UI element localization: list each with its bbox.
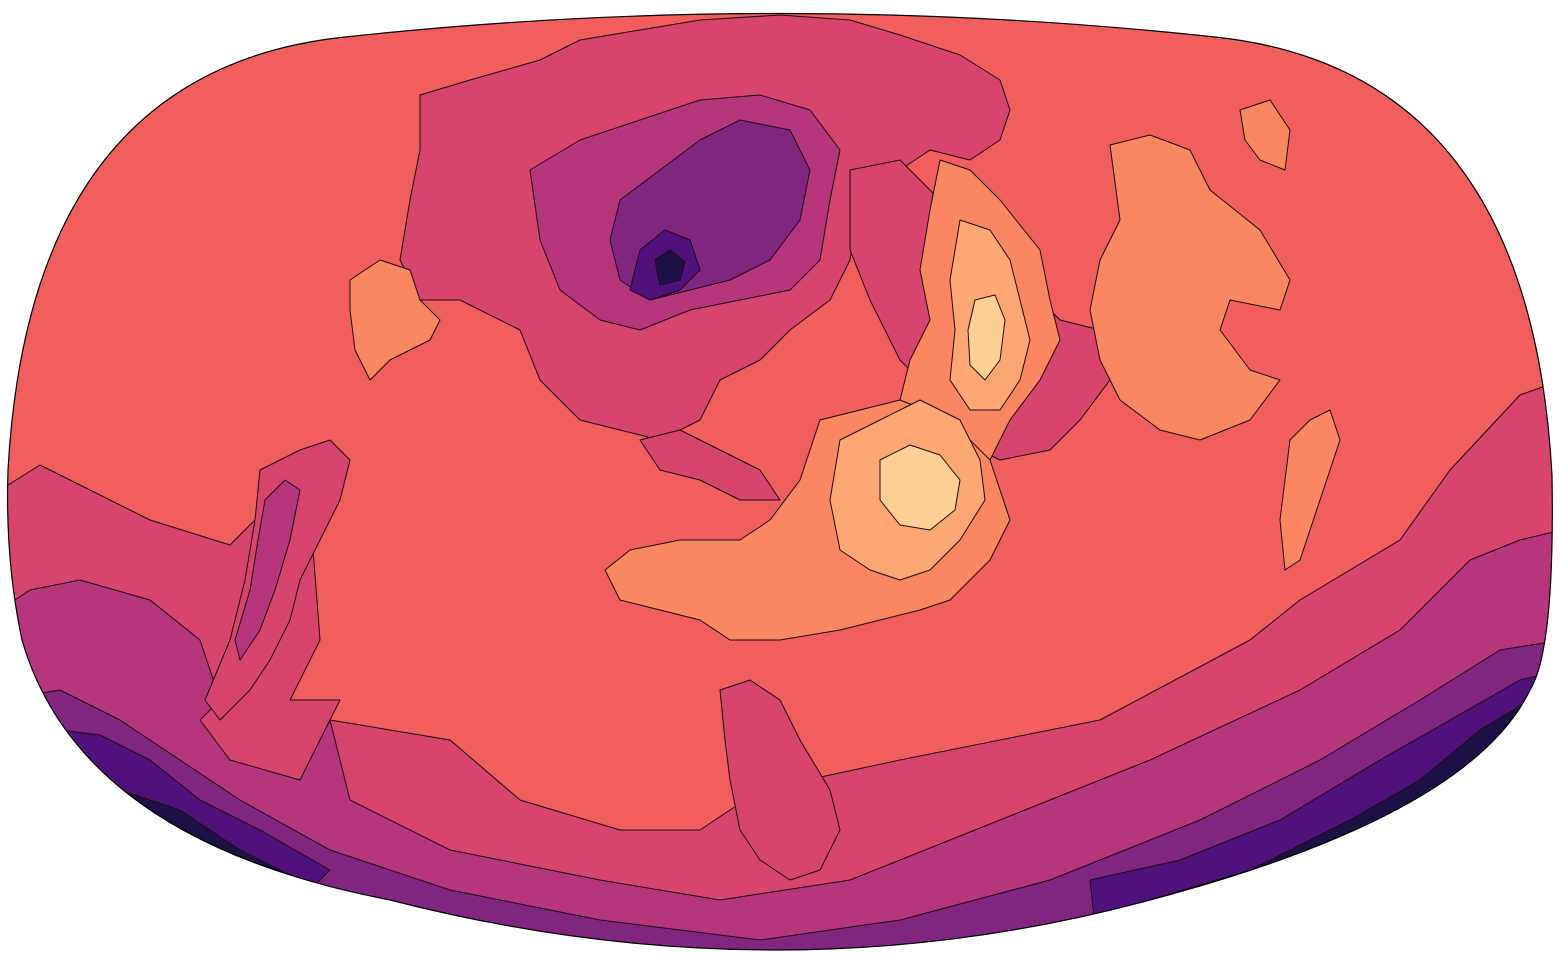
contour-band-level-5-central-america — [639, 429, 781, 501]
contour-band-level-7-east-strip — [1239, 99, 1291, 171]
contour-band-level-5-south-peninsula — [719, 679, 841, 881]
contour-band-level-1-north-core — [654, 249, 686, 286]
contour-band-level-7-west — [349, 259, 441, 381]
contour-band-level-9-ridge — [967, 294, 1006, 381]
contour-band-level-7-east-patch — [1279, 409, 1341, 571]
contour-band-level-9-core — [879, 444, 961, 531]
contour-band-level-4-west-spine — [234, 479, 301, 661]
contour-band-level-7-asia — [1089, 134, 1291, 441]
map-outline — [6, 12, 1553, 951]
